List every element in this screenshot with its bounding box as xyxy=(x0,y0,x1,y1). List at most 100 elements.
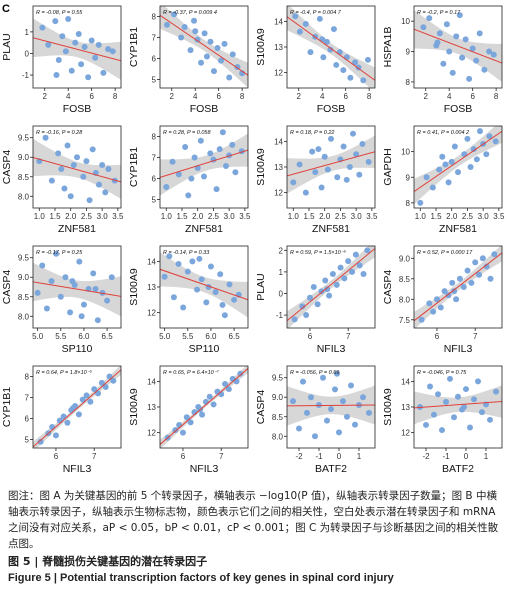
x-axis-label: ZNF581 xyxy=(58,223,96,235)
x-axis-label: NFIL3 xyxy=(317,343,346,355)
point xyxy=(221,40,228,47)
point xyxy=(110,377,117,384)
point xyxy=(466,75,473,82)
point xyxy=(481,66,488,73)
point xyxy=(48,278,55,285)
point xyxy=(96,181,102,188)
point xyxy=(163,183,170,190)
point xyxy=(67,193,74,200)
point xyxy=(83,158,90,165)
scatter-plot: 5.0 5.5 6.0 6.5 12 13 14 SP110 S100A9 R = -0.14, … xyxy=(128,245,249,355)
point xyxy=(337,264,344,271)
x-tick-label: 5.5 xyxy=(55,332,67,341)
point xyxy=(360,271,367,278)
y-tick-label: -1 xyxy=(276,311,284,320)
point xyxy=(476,271,483,278)
point xyxy=(455,393,461,400)
point xyxy=(302,189,309,196)
scatter-plot: 6 7 -1 0 1 2 NFIL3 PLAU R = 0.59, P = 1.5×10⁻⁵ xyxy=(255,245,376,355)
point xyxy=(39,262,46,269)
point xyxy=(296,28,303,35)
point xyxy=(431,411,437,418)
point xyxy=(221,312,228,319)
point xyxy=(102,189,109,196)
x-tick-label: 4 xyxy=(193,92,198,101)
y-tick-label: 8.5 xyxy=(18,173,30,182)
plot-frame xyxy=(286,365,376,449)
point xyxy=(439,427,445,434)
point xyxy=(229,51,236,58)
point xyxy=(312,169,319,176)
x-tick-label: 1 xyxy=(357,452,362,461)
point xyxy=(104,297,111,304)
point xyxy=(91,386,98,393)
point xyxy=(352,251,359,258)
point xyxy=(341,275,348,282)
scatter-plot: 2 4 6 8 8 9 10 FOSB HSPA1B R = -0.2, P = 0.17 xyxy=(382,5,503,115)
point xyxy=(61,185,68,192)
point xyxy=(45,41,52,48)
point xyxy=(75,31,82,38)
point xyxy=(304,409,310,416)
point xyxy=(418,316,425,323)
y-axis-label: CYP1B1 xyxy=(128,147,140,187)
x-tick-label: 0 xyxy=(464,452,469,461)
scatter-plot: 2 4 6 8 5 6 7 8 FOSB CYP1B1 R = -0.37, P = 0.009 4 xyxy=(128,5,249,115)
y-tick-label: 13 xyxy=(147,283,156,292)
confidence-band xyxy=(414,126,502,205)
plot-frame xyxy=(413,125,503,209)
point xyxy=(92,285,99,292)
y-axis-label: HSPA1B xyxy=(382,27,394,68)
point xyxy=(420,24,427,31)
point xyxy=(302,20,309,27)
scatter-plot: 2 4 6 8 12 13 14 FOSB S100A9 R = -0.4, P = 0.004 … xyxy=(255,5,376,115)
point xyxy=(345,258,352,265)
y-axis-label: PLAU xyxy=(1,33,13,60)
point xyxy=(75,411,82,418)
y-axis-label: CYP1B1 xyxy=(128,27,140,67)
point xyxy=(456,12,463,19)
x-tick-label: 7 xyxy=(219,452,224,461)
y-tick-label: 7 xyxy=(152,34,157,43)
annotation: R = -0.046, P = 0.75 xyxy=(417,370,467,376)
y-tick-label: 12 xyxy=(147,309,156,318)
x-axis-label: BATF2 xyxy=(442,463,474,475)
x-tick-label: -2 xyxy=(422,452,430,461)
point xyxy=(449,279,456,286)
regression-line xyxy=(414,401,502,409)
x-tick-label: 3.5 xyxy=(366,212,378,221)
point xyxy=(175,260,182,267)
point xyxy=(320,54,327,61)
point xyxy=(443,398,449,405)
plot-area xyxy=(33,134,121,204)
point xyxy=(207,150,214,157)
x-tick-label: 2.0 xyxy=(192,212,204,221)
scatter-plot: 6 7 12 13 14 NFIL3 S100A9 R = 0.65, P = 6.4×10⁻… xyxy=(128,365,249,475)
y-tick-label: 9.0 xyxy=(272,393,284,402)
point xyxy=(365,158,372,165)
x-tick-label: 8 xyxy=(367,92,372,101)
point xyxy=(206,393,213,400)
x-tick-label: 3.5 xyxy=(493,212,505,221)
point xyxy=(207,38,214,45)
scatter-plot: 5.0 5.5 6.0 6.5 8.0 8.5 9.0 9.5 SP110 CASP4 R = -0… xyxy=(1,245,122,355)
y-tick-label: 9 xyxy=(406,173,411,182)
y-tick-label: 12 xyxy=(401,429,410,438)
point xyxy=(472,259,479,266)
regression-line xyxy=(33,156,121,183)
point xyxy=(226,74,233,81)
point xyxy=(356,171,363,178)
y-axis-label: CASP4 xyxy=(255,390,267,425)
y-tick-label: 9.0 xyxy=(399,254,411,263)
point xyxy=(80,301,87,308)
point xyxy=(447,375,453,382)
point xyxy=(194,286,201,293)
point xyxy=(326,292,333,299)
x-tick-label: 6 xyxy=(181,452,186,461)
point xyxy=(212,289,219,296)
plot-area xyxy=(160,129,248,199)
annotation: R = 0.28, P = 0.058 xyxy=(163,130,211,136)
point xyxy=(207,263,214,270)
x-axis-label: ZNF581 xyxy=(439,223,477,235)
